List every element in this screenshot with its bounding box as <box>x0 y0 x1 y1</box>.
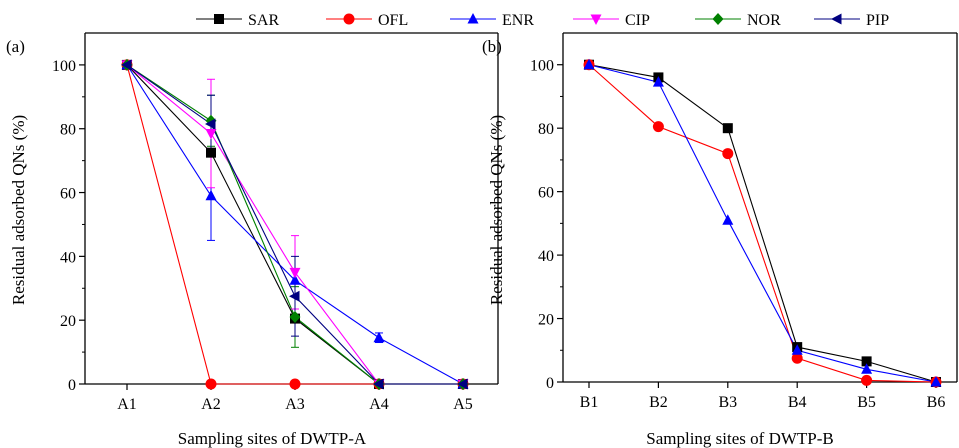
panel-a-point-nor <box>289 310 301 323</box>
panel-b-x-tick-label: B6 <box>927 394 946 411</box>
panel-b-x-tick-label: B2 <box>649 394 668 411</box>
panel-b: (b) Sampling sites of DWTP-B Residual ad… <box>482 32 958 448</box>
panel-a-point-pip <box>205 118 216 130</box>
panel-a-y-tick-label: 20 <box>60 313 76 330</box>
panel-a-point-ofl <box>289 378 301 390</box>
legend-label-ofl: OFL <box>378 12 408 29</box>
panel-b-point-ofl <box>791 352 803 364</box>
panel-b-series-ofl-line <box>588 64 937 383</box>
panel-a-y-tick-label: 0 <box>68 377 76 394</box>
panel-a-y-tick-label: 60 <box>60 186 76 203</box>
panel-b-point-enr <box>722 214 734 225</box>
panel-b-point-ofl <box>861 374 873 386</box>
panel-a: (a) Sampling sites of DWTP-A Residual ad… <box>6 32 499 448</box>
panel-a-point-cip <box>289 267 301 279</box>
panel-a-ylabel: Residual adsorbed QNs (%) <box>9 115 28 305</box>
panel-a-point-pip <box>289 290 300 302</box>
panel-a-xlabel: Sampling sites of DWTP-A <box>178 429 367 448</box>
panel-a-y-tick-label: 100 <box>52 58 76 75</box>
legend-marker-enr <box>467 13 479 24</box>
panel-a-x-tick-label: A3 <box>285 396 305 413</box>
panel-b-y-tick-label: 80 <box>538 121 554 138</box>
panel-b-series-enr-line <box>588 64 937 383</box>
panel-b-y-tick-label: 20 <box>538 312 554 329</box>
panel-a-point-ofl <box>205 378 217 390</box>
panel-a-point-pip <box>121 59 132 71</box>
panel-b-point-enr <box>652 76 664 87</box>
panel-a-x-tick-label: A2 <box>201 396 221 413</box>
panel-a-y-tick-label: 40 <box>60 249 76 266</box>
panel-a-x-tick-label: A4 <box>369 396 389 413</box>
legend-marker-sar <box>214 14 224 24</box>
legend-label-cip: CIP <box>625 12 650 29</box>
panel-a-point-sar <box>206 147 216 158</box>
panel-b-series-sar-line <box>588 64 937 383</box>
panel-b-point-ofl <box>722 148 734 160</box>
panel-b-x-tick-label: B5 <box>857 394 876 411</box>
panel-b-ylabel: Residual adsorbed QNs (%) <box>487 115 506 305</box>
panel-a-point-pip <box>373 378 384 390</box>
legend-label-nor: NOR <box>747 12 781 29</box>
panel-a-label: (a) <box>6 37 25 56</box>
panel-a-point-cip <box>205 129 217 140</box>
legend-marker-cip <box>590 14 602 25</box>
legend-label-enr: ENR <box>502 12 534 29</box>
panel-b-point-enr <box>861 363 873 374</box>
panel-b-x-tick-label: B4 <box>788 394 807 411</box>
panel-b-point-enr <box>791 344 803 355</box>
legend-label-sar: SAR <box>248 12 279 29</box>
panel-b-x-tick-label: B1 <box>580 394 599 411</box>
panel-a-point-pip <box>457 378 468 390</box>
panel-b-y-tick-label: 0 <box>546 375 554 392</box>
panel-b-point-enr <box>583 58 595 70</box>
legend-marker-pip <box>831 13 842 25</box>
panel-a-point-enr <box>205 189 217 201</box>
panel-b-y-tick-label: 40 <box>538 248 554 265</box>
panel-b-point-sar <box>722 123 733 134</box>
panel-b-point-sar <box>861 356 872 367</box>
panel-b-y-tick-label: 100 <box>530 58 554 75</box>
panel-b-xlabel: Sampling sites of DWTP-B <box>646 429 833 448</box>
panel-b-label: (b) <box>482 37 502 56</box>
panel-a-x-tick-label: A5 <box>453 396 473 413</box>
panel-b-point-ofl <box>652 121 664 133</box>
legend-label-pip: PIP <box>866 12 889 29</box>
legend-marker-nor <box>712 13 724 25</box>
panel-a-y-tick-label: 80 <box>60 122 76 139</box>
panel-b-point-enr <box>930 376 942 387</box>
panel-a-x-tick-label: A1 <box>117 396 137 413</box>
panel-b-x-tick-label: B3 <box>718 394 737 411</box>
panel-a-point-enr <box>373 331 385 343</box>
legend: SAR OFL ENR CIP NOR PIP <box>196 12 889 29</box>
panel-b-y-tick-label: 60 <box>538 185 554 202</box>
panel-a-point-enr <box>289 274 301 285</box>
legend-marker-ofl <box>343 13 355 25</box>
